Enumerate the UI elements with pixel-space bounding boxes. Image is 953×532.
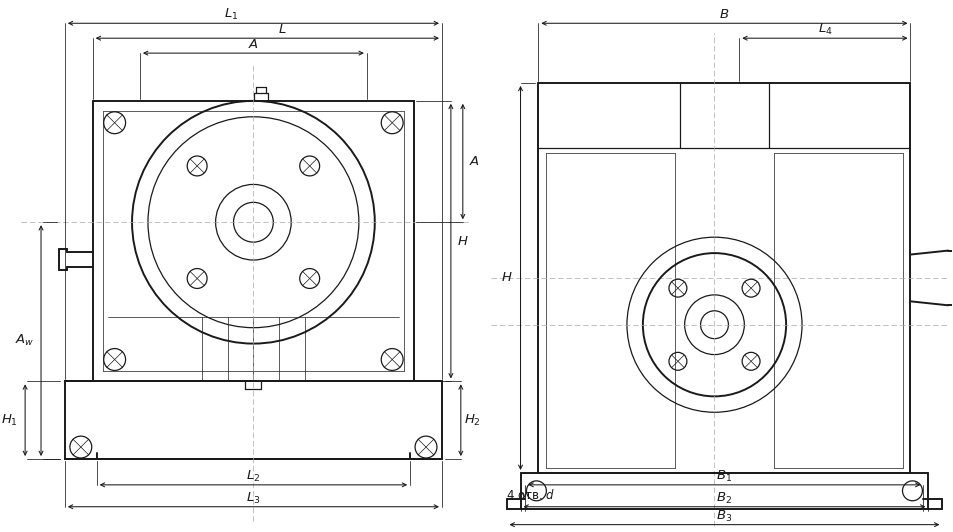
Text: $A$: $A$	[248, 38, 258, 51]
Text: $L_1$: $L_1$	[224, 7, 238, 22]
Text: $L$: $L$	[277, 23, 286, 36]
Text: $B_2$: $B_2$	[716, 491, 732, 506]
Text: $H_1$: $H_1$	[1, 413, 18, 428]
Text: $L_4$: $L_4$	[817, 22, 831, 37]
Text: $A_w$: $A_w$	[15, 333, 34, 348]
Text: $H_2$: $H_2$	[464, 413, 480, 428]
Text: $H$: $H$	[456, 235, 468, 247]
Text: $H$: $H$	[500, 271, 512, 285]
Text: $L_3$: $L_3$	[246, 491, 260, 506]
Text: $B$: $B$	[719, 8, 729, 21]
Text: $L_2$: $L_2$	[246, 469, 260, 485]
Text: $A$: $A$	[469, 155, 479, 168]
Text: 4 отв. $d$: 4 отв. $d$	[505, 488, 554, 502]
Text: $B_1$: $B_1$	[716, 469, 732, 485]
Text: $B_3$: $B_3$	[716, 509, 732, 524]
